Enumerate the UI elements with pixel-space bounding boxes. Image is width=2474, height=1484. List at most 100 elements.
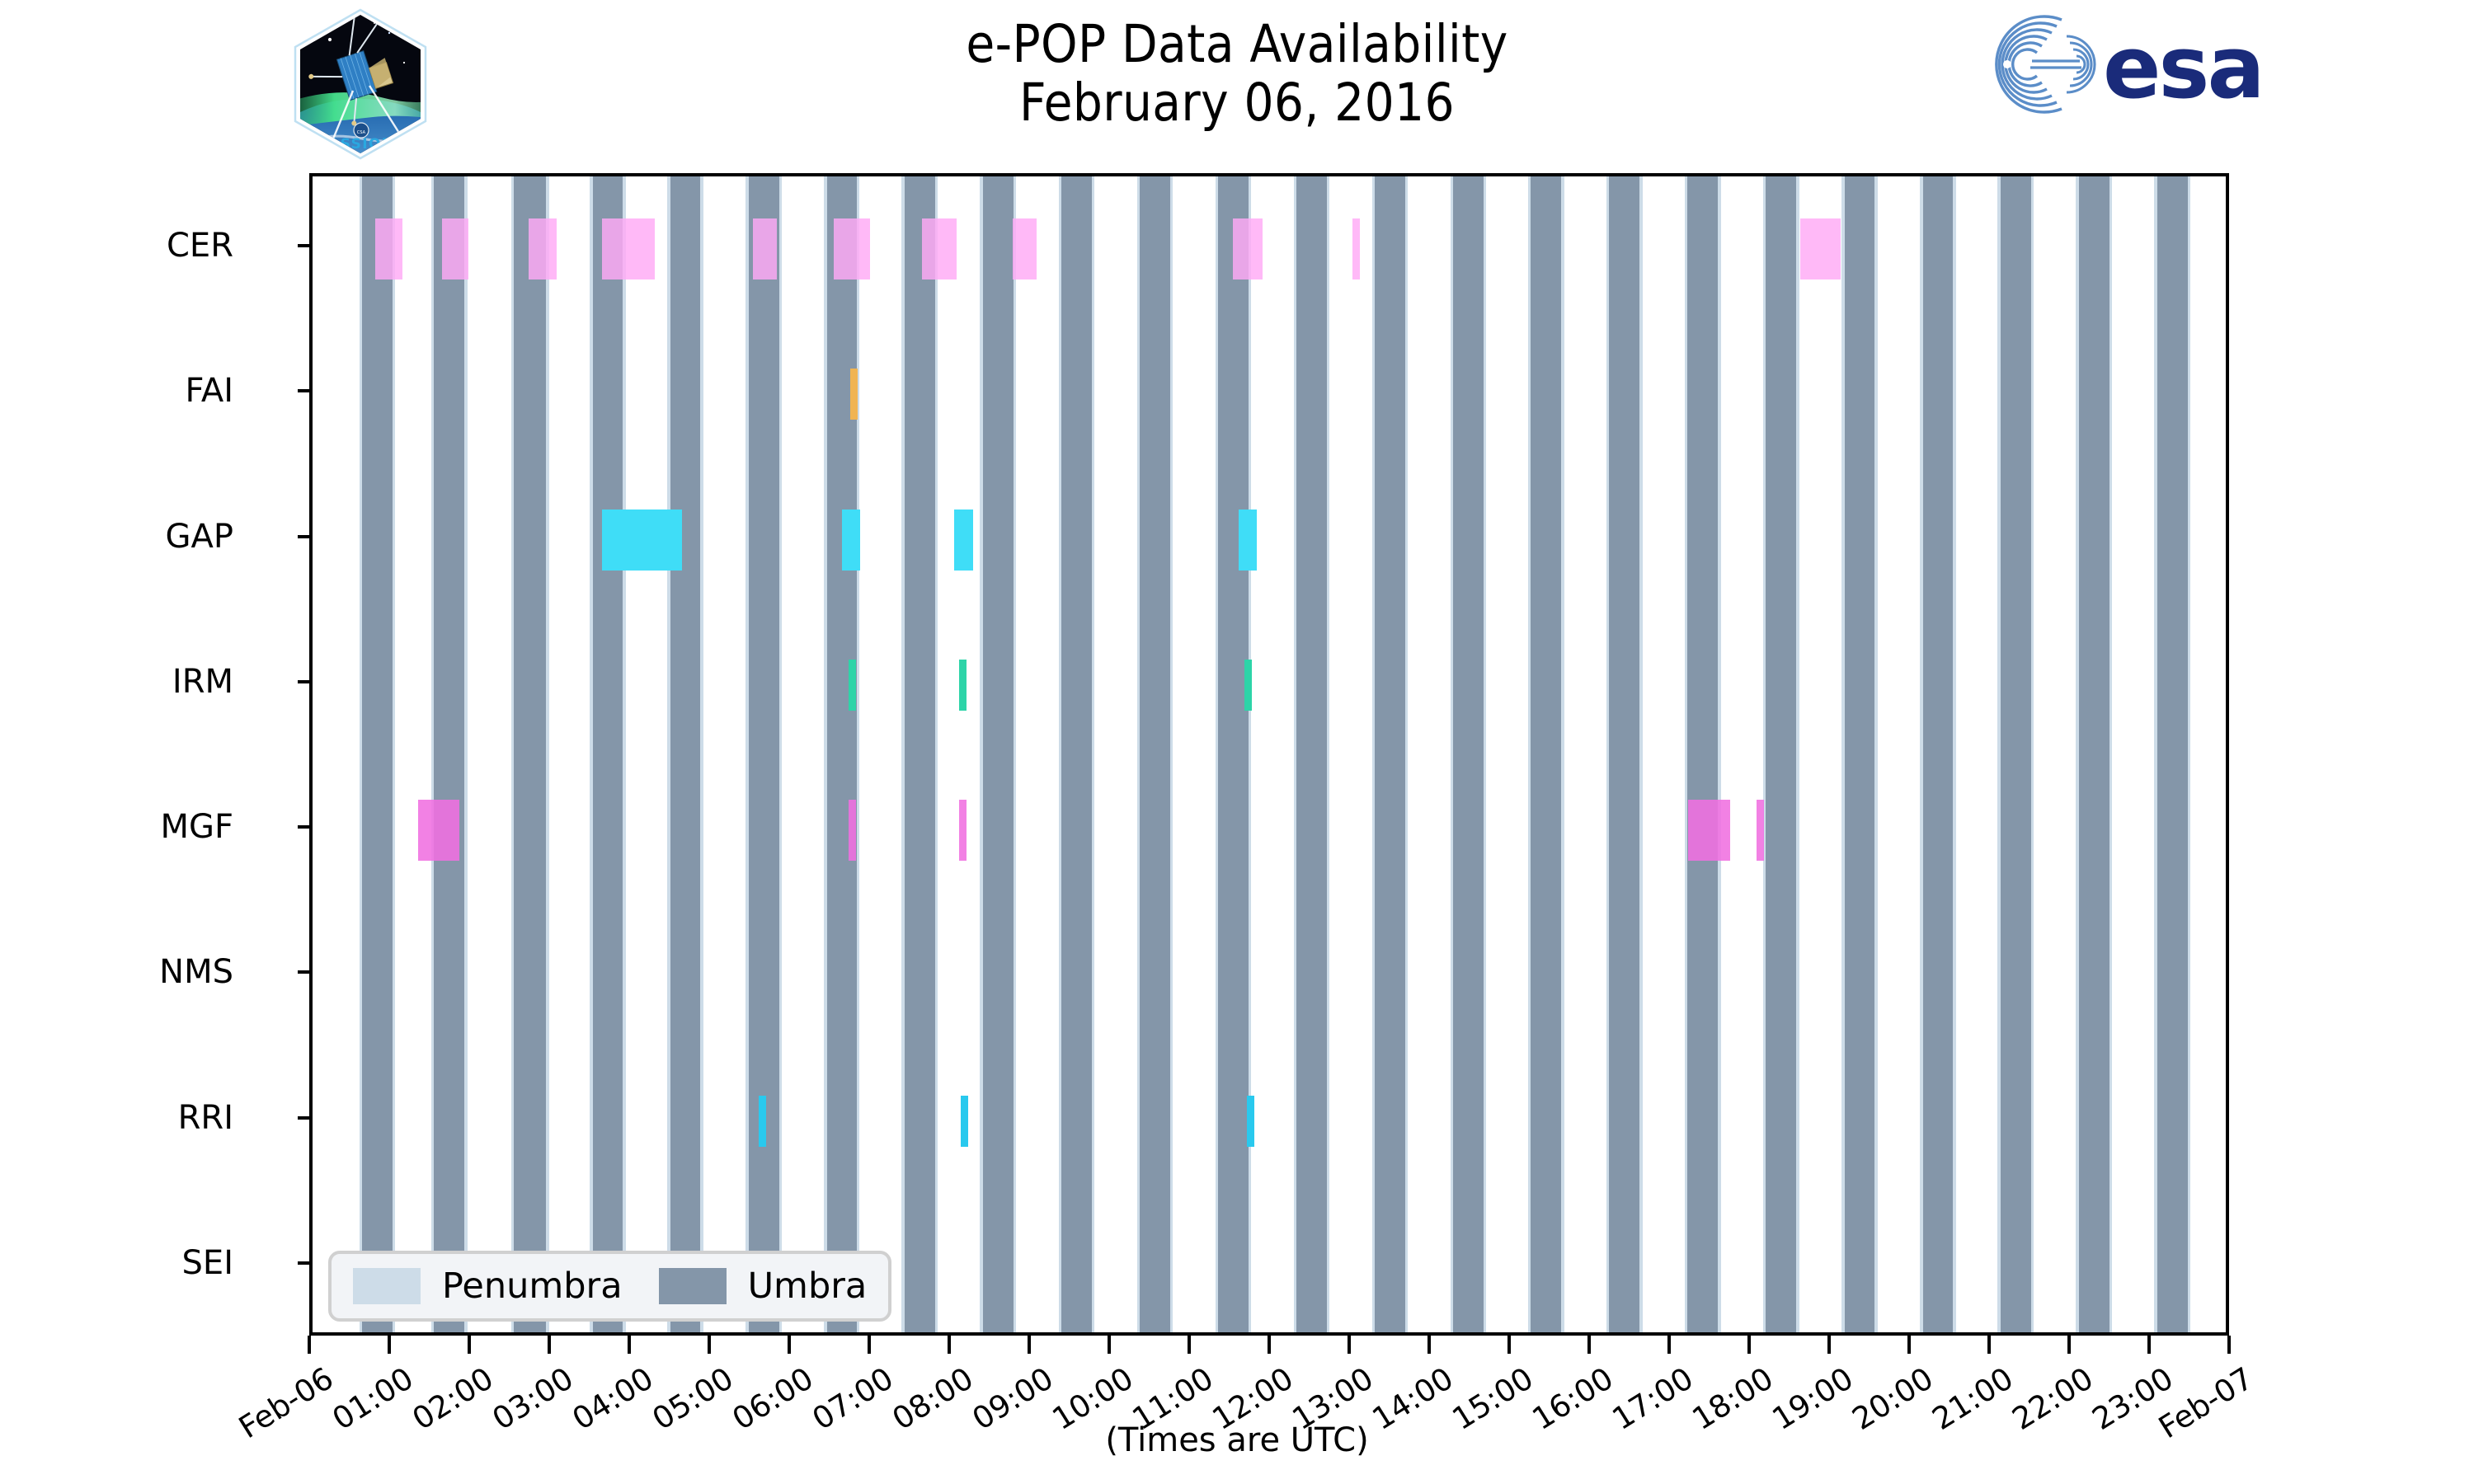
umbra-band xyxy=(1218,176,1249,1332)
y-tick-label-irm: IRM xyxy=(172,662,233,701)
umbra-swatch xyxy=(658,1268,727,1304)
umbra-band xyxy=(1531,176,1562,1332)
penumbra-swatch xyxy=(353,1268,421,1304)
umbra-band xyxy=(904,176,935,1332)
legend: Penumbra Umbra xyxy=(328,1251,892,1322)
availability-bar-cer xyxy=(1012,218,1037,280)
logo-agency-mark: CSA xyxy=(357,130,366,135)
availability-bar-cer xyxy=(442,218,469,280)
x-tick-mark xyxy=(1028,1336,1031,1354)
availability-bar-irm xyxy=(958,659,967,711)
x-tick-mark xyxy=(2147,1336,2151,1354)
umbra-band xyxy=(670,176,701,1332)
umbra-band xyxy=(982,176,1014,1332)
umbra-band xyxy=(1375,176,1406,1332)
y-tick-label-mgf: MGF xyxy=(160,808,233,847)
umbra-band xyxy=(1922,176,1954,1332)
availability-bar-cer xyxy=(528,218,557,280)
x-tick-mark xyxy=(1188,1336,1191,1354)
penumbra-label: Penumbra xyxy=(442,1266,623,1307)
x-tick-mark xyxy=(708,1336,711,1354)
y-tick-label-gap: GAP xyxy=(165,517,233,556)
y-tick-label-sei: SEI xyxy=(181,1243,233,1282)
umbra-band xyxy=(2157,176,2188,1332)
umbra-band xyxy=(1139,176,1170,1332)
availability-bar-cer xyxy=(1800,218,1841,280)
umbra-band xyxy=(748,176,779,1332)
umbra-band xyxy=(2078,176,2109,1332)
availability-bar-fai xyxy=(849,369,858,420)
availability-bar-mgf xyxy=(848,800,856,862)
x-tick-mark xyxy=(2067,1336,2071,1354)
umbra-band xyxy=(1766,176,1797,1332)
availability-bar-gap xyxy=(1239,509,1257,571)
plot-area xyxy=(313,176,2226,1332)
availability-bar-gap xyxy=(953,509,974,571)
availability-bar-mgf xyxy=(418,800,459,862)
availability-bar-cer xyxy=(1352,218,1360,280)
y-tick-mark xyxy=(298,534,311,538)
availability-bar-cer xyxy=(374,218,402,280)
y-tick-mark xyxy=(298,970,311,974)
umbra-band xyxy=(1061,176,1092,1332)
plot-frame xyxy=(309,173,2229,1336)
y-tick-mark xyxy=(298,825,311,829)
umbra-band xyxy=(1453,176,1484,1332)
availability-bar-gap xyxy=(842,509,861,571)
umbra-band xyxy=(826,176,857,1332)
umbra-band xyxy=(592,176,623,1332)
availability-bar-cer xyxy=(1232,218,1263,280)
x-tick-mark xyxy=(1667,1336,1671,1354)
x-tick-mark xyxy=(788,1336,791,1354)
x-axis-title: (Times are UTC) xyxy=(1105,1421,1369,1459)
legend-item-umbra: Umbra xyxy=(658,1266,868,1307)
availability-bar-mgf xyxy=(958,800,967,862)
y-tick-mark xyxy=(298,1261,311,1265)
umbra-band xyxy=(2000,176,2031,1332)
x-tick-mark xyxy=(1507,1336,1511,1354)
y-tick-mark xyxy=(298,679,311,683)
esa-logo: esa xyxy=(1964,12,2335,119)
umbra-band xyxy=(1844,176,1875,1332)
x-tick-mark xyxy=(1587,1336,1591,1354)
availability-bar-rri xyxy=(1246,1095,1254,1147)
umbra-band xyxy=(362,176,393,1332)
x-tick-mark xyxy=(308,1336,311,1354)
logo-satellite xyxy=(308,16,394,126)
x-tick-mark xyxy=(628,1336,631,1354)
x-tick-mark xyxy=(1108,1336,1111,1354)
x-tick-mark xyxy=(948,1336,951,1354)
availability-bar-rri xyxy=(759,1095,767,1147)
availability-bar-cer xyxy=(602,218,656,280)
umbra-band xyxy=(434,176,465,1332)
y-tick-mark xyxy=(298,1115,311,1120)
availability-bar-rri xyxy=(960,1095,968,1147)
logo-hex-outline xyxy=(294,8,427,160)
x-tick-mark xyxy=(468,1336,471,1354)
y-tick-label-nms: NMS xyxy=(159,953,233,992)
x-tick-mark xyxy=(1827,1336,1831,1354)
umbra-band xyxy=(1296,176,1327,1332)
availability-bar-gap xyxy=(602,509,683,571)
x-tick-mark xyxy=(548,1336,551,1354)
y-tick-label-rri: RRI xyxy=(177,1098,233,1137)
umbra-band xyxy=(514,176,547,1332)
logo-artwork: CSA CASSIOPE xyxy=(300,15,421,153)
esa-wordmark: esa xyxy=(2103,17,2263,118)
availability-bar-irm xyxy=(1244,659,1253,711)
y-tick-mark xyxy=(298,389,311,393)
x-tick-mark xyxy=(1907,1336,1911,1354)
umbra-band xyxy=(1687,176,1719,1332)
umbra-label: Umbra xyxy=(747,1266,868,1307)
umbra-band xyxy=(1609,176,1640,1332)
availability-bar-mgf xyxy=(1756,800,1764,862)
x-tick-mark xyxy=(1987,1336,1991,1354)
x-tick-mark xyxy=(868,1336,871,1354)
availability-bar-cer xyxy=(922,218,957,280)
availability-bar-mgf xyxy=(1688,800,1730,862)
legend-item-penumbra: Penumbra xyxy=(353,1266,623,1307)
availability-bar-irm xyxy=(848,659,856,711)
y-tick-label-fai: FAI xyxy=(185,372,234,411)
x-tick-mark xyxy=(1348,1336,1351,1354)
x-tick-mark xyxy=(2227,1336,2231,1354)
